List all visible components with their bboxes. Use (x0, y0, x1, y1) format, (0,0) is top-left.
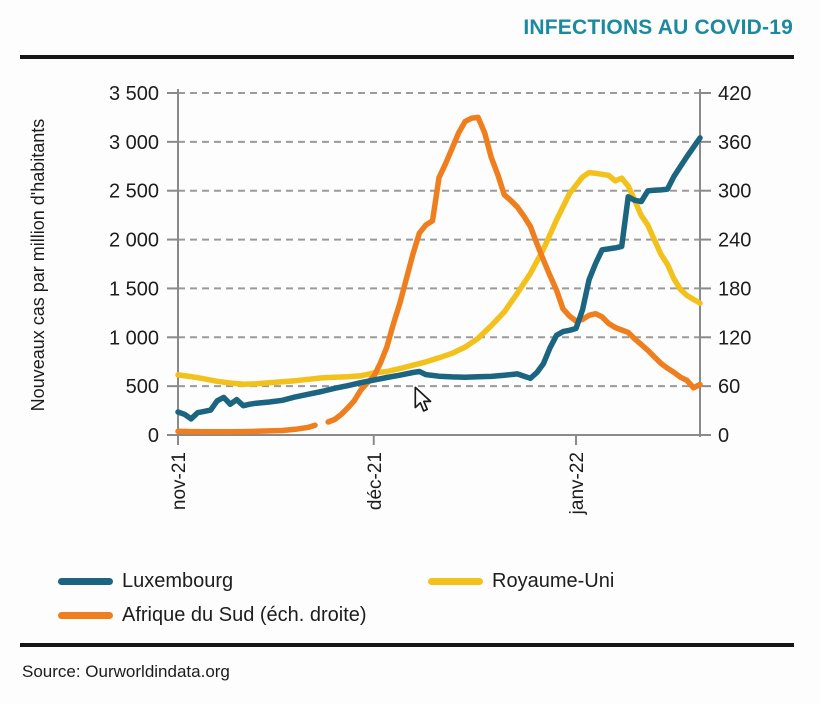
legend-item-royaume-uni: Royaume-Uni (428, 570, 614, 593)
bottom-divider (20, 643, 794, 647)
y-axis-tick-label-right: 300 (718, 181, 751, 203)
legend-row: Luxembourg Royaume-Uni (58, 564, 778, 598)
chart-legend: Luxembourg Royaume-Uni Afrique du Sud (é… (58, 564, 778, 632)
legend-item-luxembourg: Luxembourg (58, 570, 428, 593)
legend-swatch-afrique-du-sud (58, 611, 113, 619)
source-credit: Source: Ourworldindata.org (22, 662, 230, 681)
y-axis-tick-label-right: 240 (718, 230, 751, 252)
y-axis-tick-label-right: 0 (718, 425, 729, 447)
x-axis-tick-label: janv-22 (567, 452, 588, 515)
mouse-cursor-icon (414, 386, 432, 412)
y-axis-tick-label-left: 1 000 (109, 327, 159, 349)
legend-swatch-royaume-uni (428, 577, 483, 585)
y-axis-tick-label-left: 2 000 (109, 230, 159, 252)
legend-item-afrique-du-sud: Afrique du Sud (éch. droite) (58, 604, 428, 627)
y-axis-tick-label-left: 2 500 (109, 181, 159, 203)
top-divider (20, 55, 794, 59)
series-line-afrique-du-sud (175, 422, 318, 435)
y-axis-tick-label-right: 120 (718, 327, 751, 349)
page-title: INFECTIONS AU COVID-19 (523, 16, 793, 39)
legend-swatch-luxembourg (58, 577, 113, 585)
y-axis-tick-label-right: 180 (718, 278, 751, 300)
y-axis-tick-label-left: 1 500 (109, 278, 159, 300)
y-axis-tick-label-left: 3 000 (109, 132, 159, 154)
y-axis-tick-label-right: 360 (718, 132, 751, 154)
legend-label-royaume-uni: Royaume-Uni (492, 569, 615, 592)
x-axis-tick-label: déc-21 (365, 452, 386, 510)
y-axis-tick-label-right: 60 (718, 376, 740, 398)
y-axis-tick-label-left: 3 500 (109, 83, 159, 105)
series-line-afrique-du-sud (325, 114, 703, 425)
x-axis-tick-label: nov-21 (169, 452, 190, 510)
series-line-royaume-uni (175, 169, 703, 387)
legend-label-afrique-du-sud: Afrique du Sud (éch. droite) (122, 603, 367, 626)
y-axis-tick-label-left: 500 (126, 376, 159, 398)
legend-row: Afrique du Sud (éch. droite) (58, 598, 778, 632)
legend-label-luxembourg: Luxembourg (122, 569, 234, 592)
series-line-luxembourg (175, 135, 703, 422)
y-axis-tick-label-left: 0 (148, 425, 159, 447)
y-axis-tick-label-right: 420 (718, 83, 751, 105)
